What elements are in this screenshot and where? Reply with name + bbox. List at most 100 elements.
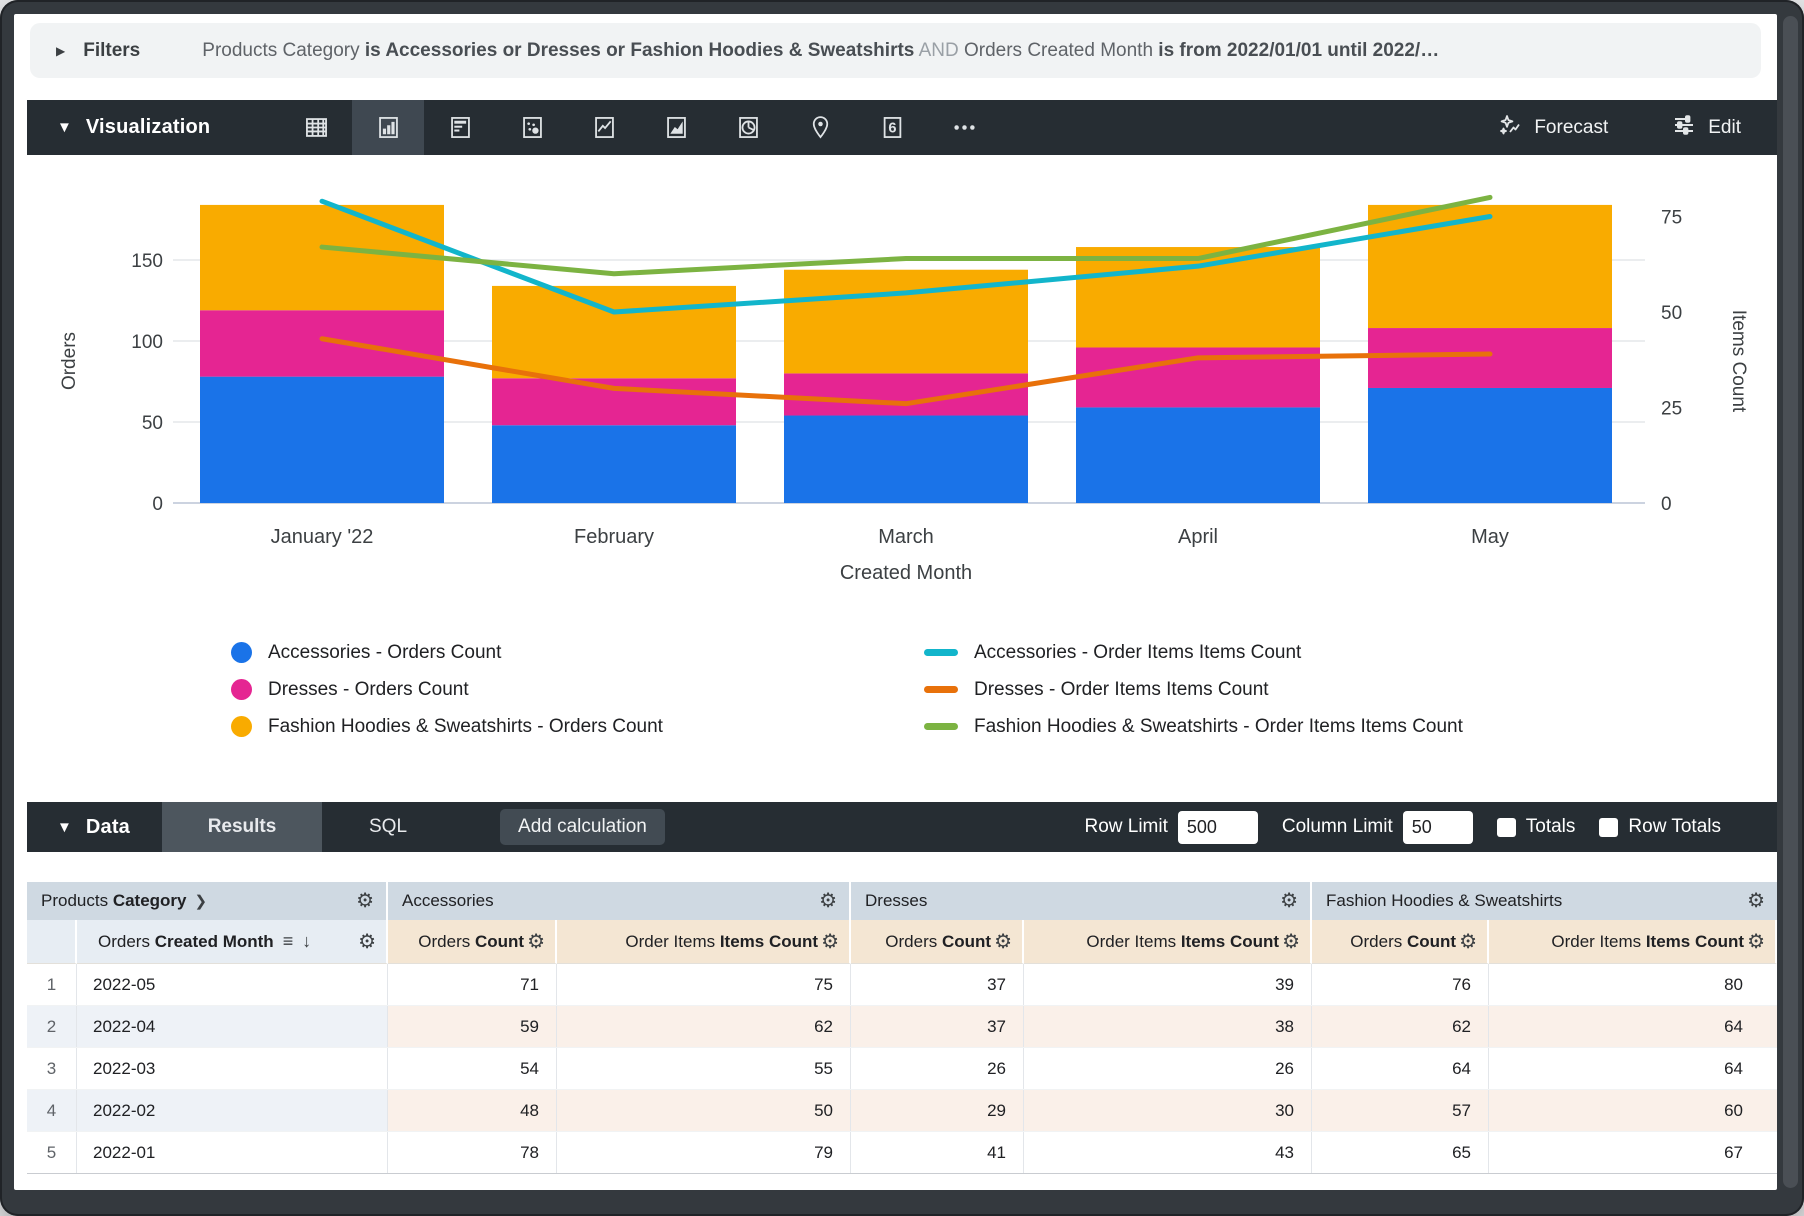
measure-value-cell[interactable]: 38 bbox=[1024, 1006, 1312, 1047]
column-gear-icon[interactable]: ⚙ bbox=[356, 890, 374, 912]
measure-value-cell[interactable]: 48 bbox=[388, 1090, 557, 1131]
column-gear-icon[interactable]: ⚙ bbox=[1747, 890, 1765, 912]
measure-value-cell[interactable]: 55 bbox=[557, 1048, 851, 1089]
measure-value-cell[interactable]: 65 bbox=[1312, 1132, 1489, 1173]
measure-value-cell[interactable]: 54 bbox=[388, 1048, 557, 1089]
measure-value-cell[interactable]: 43 bbox=[1024, 1132, 1312, 1173]
viz-type-scatter-chart-icon[interactable]: .f{fill:#dfe3e6;stroke:none}.tf{fill:#df… bbox=[496, 100, 568, 155]
viz-type-table-chart-icon[interactable]: .f{fill:#dfe3e6;stroke:none}.tf{fill:#df… bbox=[280, 100, 352, 155]
bar-segment[interactable] bbox=[1076, 407, 1320, 503]
measure-value-cell[interactable]: 37 bbox=[851, 1006, 1024, 1047]
viz-type-more-options-icon[interactable]: .f{fill:#dfe3e6;stroke:none}.tf{fill:#df… bbox=[928, 100, 1000, 155]
column-gear-icon[interactable]: ⚙ bbox=[821, 930, 839, 953]
bar-segment[interactable] bbox=[492, 378, 736, 426]
column-gear-icon[interactable]: ⚙ bbox=[994, 930, 1012, 953]
subtotal-icon[interactable]: ≡ bbox=[282, 931, 294, 951]
measure-value-cell[interactable]: 60 bbox=[1489, 1090, 1777, 1131]
table-column-header[interactable]: Order Items Items Count ⚙ bbox=[1489, 920, 1777, 964]
measure-value-cell[interactable]: 64 bbox=[1489, 1006, 1777, 1047]
measure-value-cell[interactable]: 75 bbox=[557, 964, 851, 1005]
dimension-value-cell[interactable]: 2022-05 bbox=[77, 964, 388, 1005]
legend-item[interactable]: Fashion Hoodies & Sweatshirts - Orders C… bbox=[231, 708, 663, 745]
window-scrollbar[interactable] bbox=[1783, 16, 1798, 1188]
viz-type-pie-chart-icon[interactable]: .f{fill:#dfe3e6;stroke:none}.tf{fill:#df… bbox=[712, 100, 784, 155]
totals-checkbox-wrap[interactable]: Totals bbox=[1496, 816, 1575, 838]
table-group-header[interactable]: Products Category ❯ ⚙ bbox=[27, 882, 388, 920]
row-totals-checkbox[interactable] bbox=[1599, 817, 1619, 837]
sort-desc-icon[interactable]: ↓ bbox=[302, 931, 312, 951]
column-gear-icon[interactable]: ⚙ bbox=[1459, 930, 1477, 953]
measure-value-cell[interactable]: 26 bbox=[1024, 1048, 1312, 1089]
dimension-value-cell[interactable]: 2022-02 bbox=[77, 1090, 388, 1131]
table-column-header[interactable]: Orders Count ⚙ bbox=[388, 920, 557, 964]
measure-value-cell[interactable]: 76 bbox=[1312, 964, 1489, 1005]
measure-value-cell[interactable]: 67 bbox=[1724, 1142, 1743, 1162]
row-totals-checkbox-wrap[interactable]: Row Totals bbox=[1599, 816, 1721, 838]
measure-value-cell[interactable]: 26 bbox=[851, 1048, 1024, 1089]
column-gear-icon[interactable]: ⚙ bbox=[358, 930, 376, 953]
viz-type-bar-chart-icon[interactable]: .f{fill:#dfe3e6;stroke:none}.tf{fill:#df… bbox=[424, 100, 496, 155]
combo-chart[interactable]: 0 50 100 150 0 25 50 75 Orders Items Count January… bbox=[27, 155, 1777, 605]
trend-line[interactable] bbox=[319, 336, 1493, 407]
bar-segment[interactable] bbox=[1368, 204, 1612, 329]
table-column-header[interactable]: Order Items Items Count ⚙ bbox=[557, 920, 851, 964]
viz-type-area-chart-icon[interactable]: .f{fill:#dfe3e6;stroke:none}.tf{fill:#df… bbox=[640, 100, 712, 155]
measure-value-cell[interactable]: 64 bbox=[1724, 1058, 1743, 1078]
measure-value-cell[interactable]: 50 bbox=[557, 1090, 851, 1131]
measure-value-cell[interactable]: 57 bbox=[1312, 1090, 1489, 1131]
measure-value-cell[interactable]: 79 bbox=[557, 1132, 851, 1173]
dimension-value-cell[interactable]: 2022-04 bbox=[77, 1006, 388, 1047]
trend-line[interactable] bbox=[319, 198, 1493, 315]
viz-type-single-value-icon[interactable]: .f{fill:#dfe3e6;stroke:none}.tf{fill:#df… bbox=[856, 100, 928, 155]
measure-value-cell[interactable]: 64 bbox=[1312, 1048, 1489, 1089]
bar-segment[interactable] bbox=[1076, 247, 1320, 348]
bar-segment[interactable] bbox=[200, 310, 444, 377]
table-column-header[interactable]: Order Items Items Count ⚙ bbox=[1024, 920, 1312, 964]
bar-segment[interactable] bbox=[492, 285, 736, 379]
trend-line[interactable] bbox=[319, 194, 1493, 277]
filters-expand-icon[interactable]: ▶ bbox=[56, 43, 66, 58]
viz-type-line-chart-icon[interactable]: .f{fill:#dfe3e6;stroke:none}.tf{fill:#df… bbox=[568, 100, 640, 155]
measure-value-cell[interactable]: 78 bbox=[388, 1132, 557, 1173]
bar-segment[interactable] bbox=[200, 204, 444, 311]
tab-results[interactable]: Results bbox=[162, 802, 323, 852]
tab-sql[interactable]: SQL bbox=[369, 816, 408, 837]
bar-segment[interactable] bbox=[784, 415, 1028, 503]
viz-type-column-chart-icon[interactable]: .f{fill:#dfe3e6;stroke:none}.tf{fill:#df… bbox=[352, 100, 425, 155]
measure-value-cell[interactable]: 62 bbox=[1312, 1006, 1489, 1047]
legend-item[interactable]: Dresses - Order Items Items Count bbox=[924, 671, 1463, 708]
bar-segment[interactable] bbox=[200, 376, 444, 503]
measure-value-cell[interactable]: 41 bbox=[851, 1132, 1024, 1173]
table-column-header[interactable]: Orders Count ⚙ bbox=[1312, 920, 1489, 964]
legend-item[interactable]: Dresses - Orders Count bbox=[231, 671, 663, 708]
table-group-header[interactable]: Fashion Hoodies & Sweatshirts ⚙ bbox=[1312, 882, 1777, 920]
measure-value-cell[interactable]: 59 bbox=[388, 1006, 557, 1047]
add-calculation-button[interactable]: Add calculation bbox=[500, 809, 665, 845]
measure-value-cell[interactable]: 39 bbox=[1024, 964, 1312, 1005]
table-column-header[interactable]: Orders Created Month ≡ ↓ ⚙ bbox=[77, 920, 388, 964]
measure-value-cell[interactable]: 80 bbox=[1724, 974, 1743, 994]
measure-value-cell[interactable]: 71 bbox=[388, 964, 557, 1005]
bar-segment[interactable] bbox=[492, 425, 736, 503]
bar-segment[interactable] bbox=[784, 373, 1028, 416]
column-gear-icon[interactable]: ⚙ bbox=[1282, 930, 1300, 953]
measure-value-cell[interactable]: 30 bbox=[1024, 1090, 1312, 1131]
viz-type-map-chart-icon[interactable]: .f{fill:#dfe3e6;stroke:none}.tf{fill:#df… bbox=[784, 100, 856, 155]
drill-chevron-icon[interactable]: ❯ bbox=[194, 893, 208, 910]
bar-segment[interactable] bbox=[1368, 387, 1612, 503]
table-group-header[interactable]: Accessories ⚙ bbox=[388, 882, 851, 920]
edit-button[interactable]: Edit bbox=[1672, 113, 1741, 143]
column-gear-icon[interactable]: ⚙ bbox=[1280, 890, 1298, 912]
visualization-collapse-icon[interactable]: ▼ bbox=[57, 119, 72, 136]
legend-item[interactable]: Fashion Hoodies & Sweatshirts - Order It… bbox=[924, 708, 1463, 745]
column-gear-icon[interactable]: ⚙ bbox=[819, 890, 837, 912]
table-column-header[interactable]: Orders Count ⚙ bbox=[851, 920, 1024, 964]
table-group-header[interactable]: Dresses ⚙ bbox=[851, 882, 1312, 920]
column-gear-icon[interactable]: ⚙ bbox=[1747, 930, 1765, 953]
dimension-value-cell[interactable]: 2022-03 bbox=[77, 1048, 388, 1089]
forecast-button[interactable]: Forecast bbox=[1498, 113, 1608, 143]
measure-value-cell[interactable]: 29 bbox=[851, 1090, 1024, 1131]
row-limit-input[interactable] bbox=[1177, 810, 1258, 844]
bar-segment[interactable] bbox=[1368, 328, 1612, 388]
column-gear-icon[interactable]: ⚙ bbox=[527, 930, 545, 953]
